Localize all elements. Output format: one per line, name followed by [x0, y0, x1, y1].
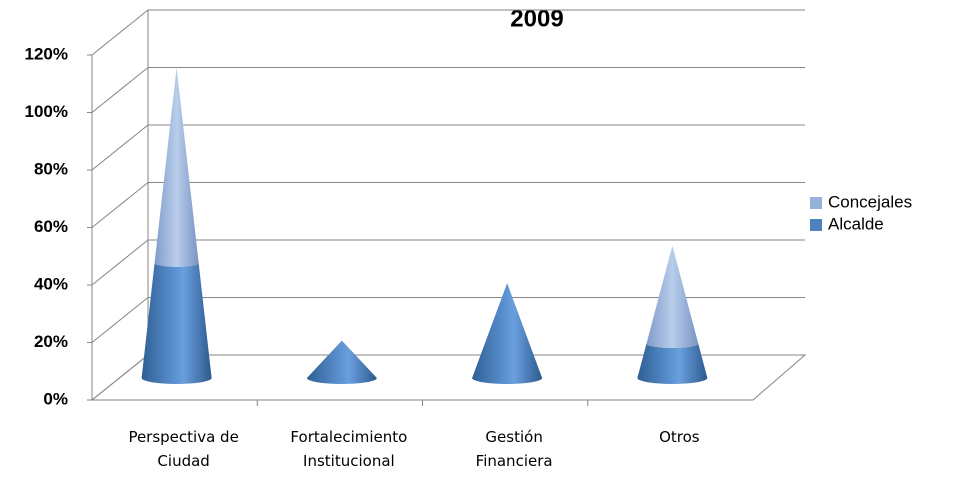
grid-line [91, 239, 805, 286]
y-tick-label: 120% [25, 44, 68, 63]
grid-line [91, 297, 805, 343]
grid-line [91, 124, 805, 171]
x-tick-label: Gestión Financiera [475, 428, 553, 470]
cone-segment [141, 263, 212, 384]
x-tick-label: Fortalecimiento Institucional [290, 428, 408, 470]
legend-swatch [810, 219, 822, 231]
cone-segment [154, 67, 199, 267]
cone-segment [637, 343, 708, 384]
y-tick-label: 20% [34, 332, 68, 351]
x-tick-label: Perspectiva de Ciudad [128, 428, 239, 470]
x-tick-label: Otros [659, 428, 700, 446]
chart-title: 2009 [510, 5, 563, 32]
legend-label: Alcalde [828, 214, 884, 233]
cone-segment [306, 340, 377, 384]
y-tick-label: 80% [34, 159, 68, 178]
grid-line [91, 9, 805, 56]
cone-segment [472, 283, 543, 384]
y-tick-label: 100% [25, 102, 68, 121]
grid-line [91, 182, 805, 228]
legend-swatch [810, 197, 822, 209]
y-tick-label: 60% [34, 217, 68, 236]
y-tick-label: 0% [43, 389, 68, 408]
cone-segment [646, 245, 699, 348]
grid-line [91, 67, 805, 113]
legend-label: Concejales [828, 192, 912, 211]
y-tick-label: 40% [34, 274, 68, 293]
